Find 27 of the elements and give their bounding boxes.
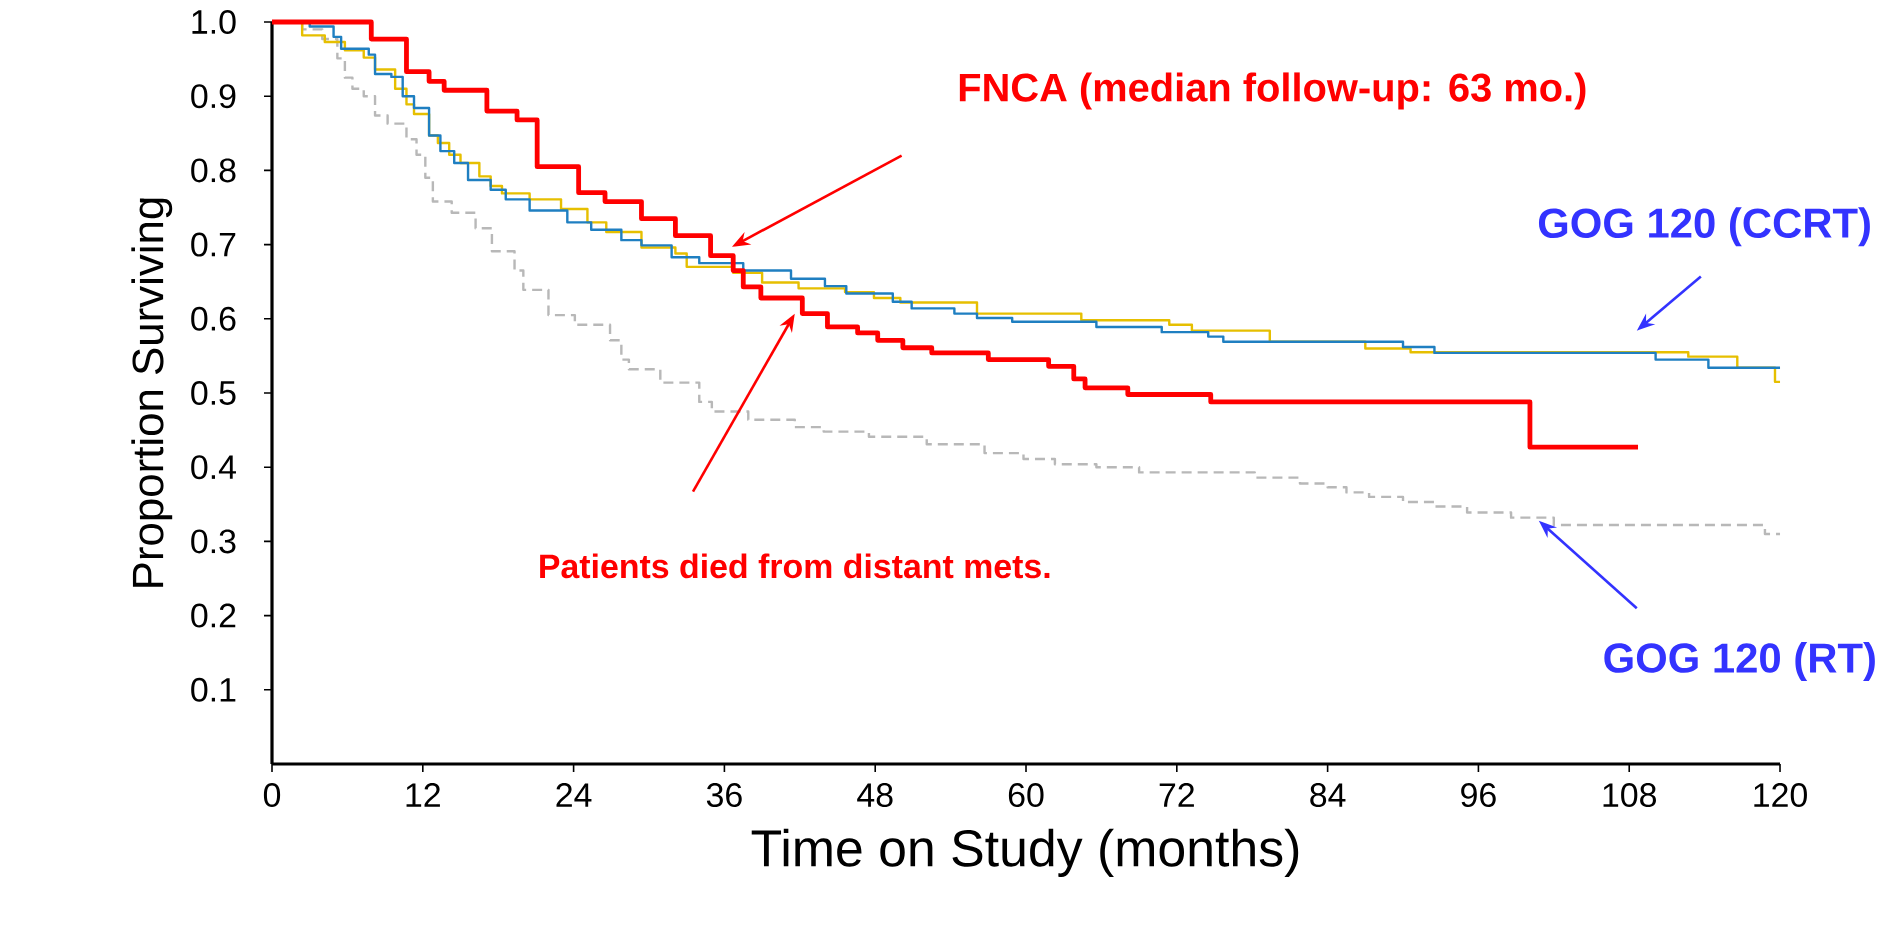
- x-tick-label: 120: [1754, 783, 1807, 808]
- y-tick-label: 0.7: [191, 232, 236, 257]
- x-tick-label: 24: [556, 783, 592, 807]
- x-tick-label: 72: [1159, 783, 1194, 807]
- x-tick-label: 48: [857, 783, 893, 808]
- y-tick-label: 0.2: [191, 603, 236, 628]
- annotation: Patients died from distant mets.: [540, 553, 1050, 579]
- x-tick-label: 36: [706, 783, 742, 808]
- x-tick-label: 108: [1603, 783, 1656, 808]
- y-tick-label: 0.5: [191, 381, 236, 405]
- y-tick-label: 0.4: [191, 455, 236, 480]
- annotation: GOG 120 (RT): [1604, 642, 1875, 682]
- y-tick-label: 0.1: [191, 677, 236, 702]
- x-tick-label: 60: [1008, 783, 1044, 808]
- y-tick-label: 0.3: [191, 529, 236, 554]
- x-axis-title: Time on Study (months): [751, 828, 1299, 877]
- x-tick-label: 0: [263, 783, 281, 808]
- y-tick-label: 0.9: [191, 84, 236, 109]
- annotation: GOG 120 (CCRT): [1538, 207, 1870, 247]
- y-tick-label: 1.0: [192, 9, 236, 34]
- x-tick-label: 96: [1461, 783, 1496, 808]
- y-axis-title: Proportion Surviving: [131, 198, 173, 587]
- annotation: FNCA (median follow-up: 63 mo.): [959, 72, 1586, 110]
- x-tick-label: 12: [406, 783, 440, 807]
- y-tick-label: 0.6: [191, 306, 236, 331]
- x-tick-label: 84: [1310, 783, 1346, 808]
- y-tick-label: 0.8: [191, 158, 236, 183]
